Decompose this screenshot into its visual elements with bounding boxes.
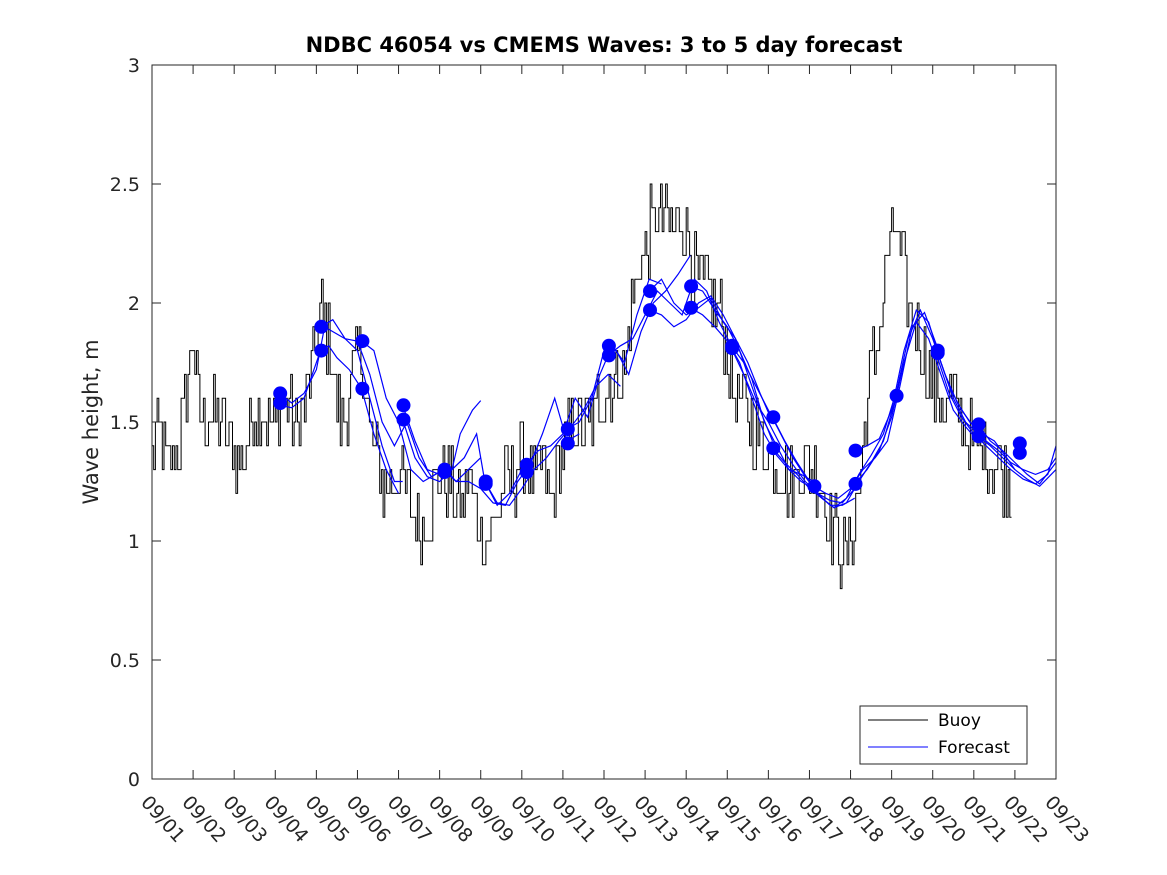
forecast-line (320, 318, 444, 478)
forecast-line (443, 396, 580, 506)
forecast-series-group (279, 255, 1057, 509)
x-tick-label: 09/17 (794, 792, 847, 847)
forecast-line (525, 278, 662, 466)
forecast-marker (766, 441, 781, 456)
forecast-marker (273, 396, 288, 410)
y-tick-label: 0.5 (110, 650, 140, 672)
forecast-line (730, 345, 855, 506)
forecast-marker (314, 343, 329, 358)
forecast-line (854, 308, 979, 452)
forecast-marker (396, 412, 411, 427)
forecast-marker (766, 410, 781, 425)
forecast-line (361, 340, 482, 483)
forecast-line (279, 345, 400, 494)
x-tick-label: 09/16 (753, 792, 806, 847)
forecast-marker (889, 388, 904, 403)
forecast-marker (396, 398, 411, 413)
forecast-marker (560, 422, 575, 437)
forecast-marker (601, 338, 616, 353)
y-tick-label: 0 (128, 769, 140, 791)
forecast-marker (643, 284, 657, 299)
x-tick-label: 09/09 (465, 792, 518, 847)
buoy-series (152, 183, 1012, 590)
x-tick-label: 09/07 (383, 792, 436, 847)
x-tick-label: 09/15 (712, 792, 765, 847)
x-tick-label: 09/03 (218, 792, 271, 847)
legend-box (859, 705, 1028, 765)
forecast-line (648, 295, 774, 442)
x-tick-label: 09/23 (1040, 792, 1093, 847)
forecast-line (648, 278, 774, 423)
forecast-marker (807, 479, 822, 494)
forecast-marker (355, 334, 370, 349)
forecast-marker (725, 341, 740, 356)
y-tick-label: 2 (128, 293, 140, 315)
forecast-marker (684, 279, 699, 294)
x-tick-label: 09/14 (670, 792, 723, 847)
forecast-line (977, 435, 1057, 488)
x-tick-label: 09/20 (917, 792, 970, 847)
buoy-line (152, 183, 1012, 590)
forecast-marker (684, 300, 699, 315)
y-tick-label: 2.5 (110, 174, 140, 196)
x-tick-label: 09/01 (136, 792, 189, 847)
forecast-marker (314, 319, 329, 334)
forecast-line (607, 278, 732, 356)
forecast-marker (1012, 445, 1027, 460)
forecast-marker (478, 476, 493, 491)
legend-buoy-label: Buoy (938, 711, 981, 731)
forecast-marker (930, 346, 945, 360)
x-tick-label: 09/11 (547, 792, 600, 847)
forecast-line (730, 347, 856, 504)
forecast-line (566, 255, 691, 430)
legend: Buoy Forecast (859, 705, 1028, 765)
forecast-line (936, 355, 1057, 485)
x-tick-label: 09/05 (301, 792, 354, 847)
forecast-marker-group (273, 279, 1027, 494)
y-tick-label: 3 (128, 55, 140, 77)
forecast-marker (848, 443, 863, 458)
forecast-line (772, 393, 897, 509)
x-tick-label: 09/18 (835, 792, 888, 847)
forecast-marker (437, 465, 452, 479)
x-tick-label: 09/12 (588, 792, 641, 847)
x-tick-label: 09/21 (958, 792, 1011, 847)
forecast-line (402, 405, 523, 507)
x-tick-label: 09/04 (260, 792, 313, 847)
forecast-marker (971, 417, 986, 432)
forecast-line (854, 320, 979, 485)
x-tick-label: 09/02 (177, 792, 230, 847)
forecast-marker (355, 381, 370, 396)
forecast-marker (560, 436, 575, 451)
forecast-line (936, 350, 1057, 476)
y-axis-ticks: 0 0.5 1 1.5 2 2.5 3 (110, 55, 1056, 791)
forecast-line (279, 325, 403, 483)
plot-area (151, 64, 1057, 780)
x-tick-label: 09/22 (999, 792, 1052, 847)
x-tick-label: 09/06 (342, 792, 395, 847)
x-tick-label: 09/08 (424, 792, 477, 847)
forecast-marker (601, 348, 616, 363)
forecast-marker (519, 465, 534, 479)
forecast-line (977, 424, 1057, 485)
legend-forecast-label: Forecast (938, 738, 1010, 758)
y-tick-label: 1 (128, 531, 140, 553)
x-tick-label: 09/13 (629, 792, 682, 847)
forecast-line (484, 373, 621, 506)
x-tick-label: 09/10 (506, 792, 559, 847)
chart-title: NDBC 46054 vs CMEMS Waves: 3 to 5 day fo… (306, 33, 903, 57)
forecast-marker (273, 386, 288, 401)
y-axis-label: Wave height, m (79, 339, 103, 504)
forecast-marker (848, 476, 863, 491)
x-tick-label: 09/19 (876, 792, 929, 847)
forecast-marker (971, 429, 986, 444)
y-tick-label: 1.5 (110, 412, 140, 434)
forecast-marker (643, 303, 657, 318)
